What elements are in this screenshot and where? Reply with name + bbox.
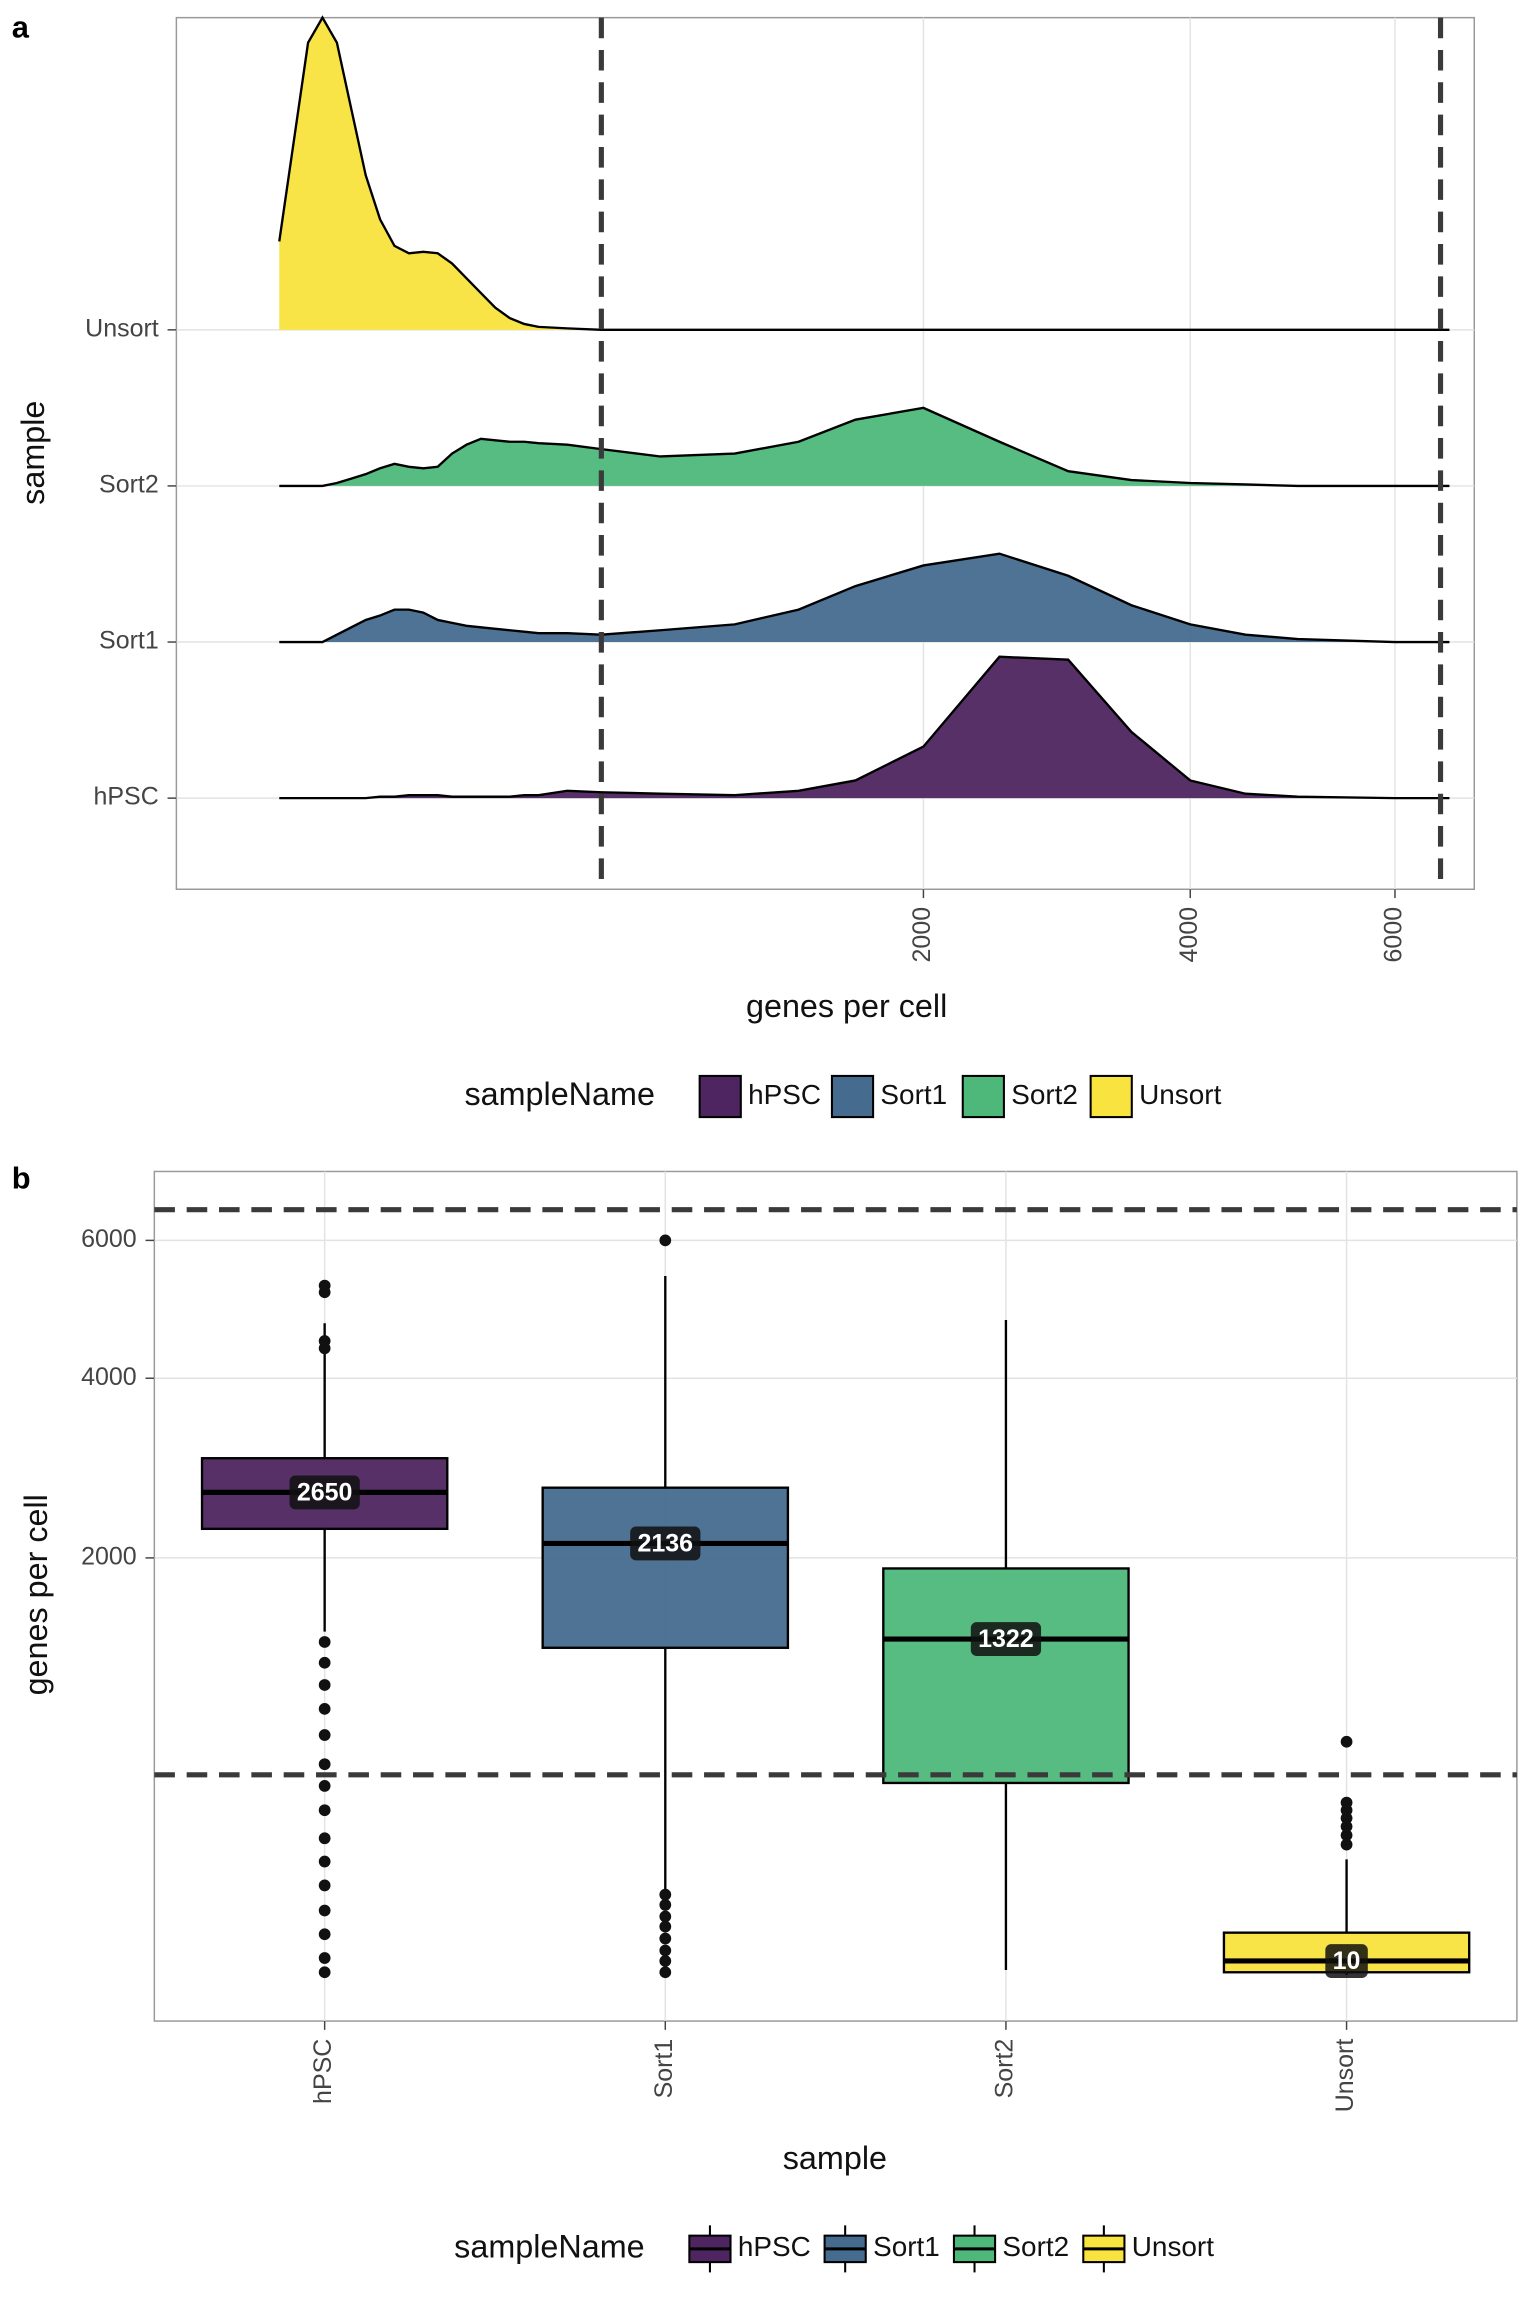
outlier [318,1656,331,1669]
median-label-bg [1325,1944,1368,1978]
legend-key [830,1074,875,1119]
outlier [318,1703,331,1715]
y-axis-title: genes per cell [18,1494,54,1695]
legend-label: Unsort [1139,1079,1221,1110]
y-tick-label: hPSC [94,783,159,811]
median-label: 10 [1333,1947,1361,1975]
outlier [318,1780,331,1792]
outlier [659,1910,672,1923]
outlier [659,1234,672,1247]
x-tick-label: 6000 [1380,907,1408,963]
x-axis-title: sample [783,2140,887,2176]
outlier [318,1758,331,1771]
outlier [318,1832,331,1845]
ridge-line [279,655,1450,800]
panel-tag: b [12,1160,31,1195]
outlier [1340,1735,1353,1748]
x-tick-label: Sort2 [991,2039,1019,2099]
ridge-area [279,407,1450,486]
x-tick-label: hPSC [309,2039,337,2104]
outlier [1340,1796,1353,1809]
legend-title: sampleName [464,1076,654,1112]
outlier [659,1966,672,1979]
ridge-line [279,552,1450,644]
outlier [1340,1829,1353,1842]
box [882,1567,1130,1785]
legend-label: hPSC [738,2231,811,2262]
outlier [318,1729,331,1741]
legend-label: Sort1 [873,2231,940,2262]
ridge-area [279,17,1450,330]
x-tick-label: Sort1 [650,2039,678,2099]
median-label: 2650 [297,1478,353,1506]
outlier [659,1955,672,1967]
outlier [318,1804,331,1817]
outlier [659,1932,672,1945]
legend-key [698,1074,742,1119]
x-tick-label: 2000 [908,907,936,963]
legend-key [961,1074,1005,1119]
legend-label: Sort1 [880,1079,947,1110]
median-label: 2136 [638,1529,694,1557]
outlier [318,1855,331,1868]
outlier [318,1879,331,1892]
outlier [318,1335,331,1347]
legend-label: hPSC [748,1079,821,1110]
y-tick-label: Sort1 [99,627,159,655]
x-tick-label: Unsort [1331,2039,1359,2113]
ridge-line [279,406,1450,488]
ridge-area [279,656,1450,799]
outlier [1340,1820,1353,1833]
outlier [318,1679,331,1691]
outlier [1340,1838,1353,1851]
x-tick-label: 4000 [1175,907,1203,963]
legend-label: Sort2 [1011,1079,1078,1110]
box [541,1486,790,1649]
outlier [318,1952,331,1964]
outlier [659,1920,672,1933]
median-label-bg [970,1622,1042,1657]
legend-label: Unsort [1132,2231,1214,2262]
outlier [318,1279,331,1292]
outlier [659,1899,672,1911]
y-tick-label: 2000 [81,1543,137,1571]
y-tick-label: Unsort [85,314,159,342]
outlier [318,1904,331,1917]
panel-tag: a [12,10,30,45]
y-tick-label: 6000 [81,1225,137,1253]
y-tick-label: Sort2 [99,471,159,499]
y-axis-title: sample [15,401,51,505]
outlier [659,1944,672,1957]
ridge-area [279,553,1450,643]
x-axis-title: genes per cell [746,988,947,1024]
outlier [318,1636,331,1648]
median-label-bg [630,1526,701,1561]
outlier [318,1928,331,1941]
outlier [659,1888,672,1901]
legend-label: Sort2 [1002,2231,1069,2262]
panel [153,1170,1518,2022]
legend-key [1089,1074,1133,1119]
legend-title: sampleName [454,2228,644,2264]
median-label: 1322 [978,1625,1034,1653]
y-tick-label: 4000 [81,1363,137,1391]
outlier [318,1966,331,1979]
median-label-bg [289,1475,360,1510]
ridge-line [278,15,1450,332]
